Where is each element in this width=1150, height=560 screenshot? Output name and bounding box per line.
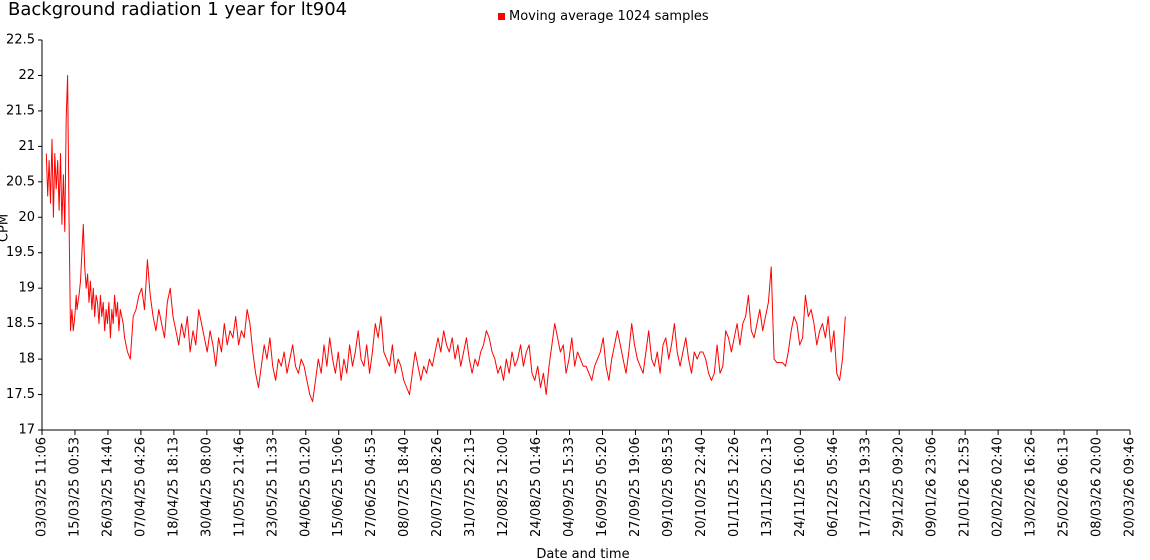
y-axis-ticks: 17 17.5 18 18.5 19 19.5 20 20.5 21 21.5 22 22.5: [6, 33, 42, 438]
x-tick-label: 11/05/25 21:46: [232, 437, 247, 537]
y-tick-label: 20.5: [6, 174, 35, 189]
x-tick-label: 27/09/25 19:06: [628, 437, 643, 537]
x-tick-label: 06/12/25 05:46: [826, 437, 841, 537]
legend-swatch: [498, 13, 505, 20]
x-tick-label: 03/03/25 11:06: [35, 437, 50, 537]
x-tick-label: 15/06/25 15:06: [331, 437, 346, 537]
axes: [41, 40, 1130, 431]
x-tick-label: 24/08/25 01:46: [529, 437, 544, 537]
x-tick-label: 09/10/25 08:53: [661, 437, 676, 537]
x-tick-label: 08/07/25 18:40: [397, 437, 412, 537]
y-tick-label: 18.5: [6, 316, 35, 331]
chart-title: Background radiation 1 year for lt904: [8, 0, 348, 20]
x-tick-label: 17/12/25 19:33: [859, 437, 874, 537]
y-tick-label: 17: [18, 423, 35, 438]
x-axis-title: Date and time: [536, 547, 629, 560]
x-tick-label: 30/04/25 08:00: [199, 437, 214, 537]
x-tick-label: 18/04/25 18:13: [166, 437, 181, 537]
x-tick-label: 21/01/26 12:53: [958, 437, 973, 537]
y-axis-title: CPM: [0, 214, 12, 242]
x-axis-ticks: 03/03/25 11:06 15/03/25 00:53 26/03/25 14:…: [35, 430, 1138, 537]
y-tick-label: 21.5: [6, 103, 35, 118]
x-tick-label: 20/03/26 09:46: [1123, 437, 1138, 537]
legend-label: Moving average 1024 samples: [509, 9, 709, 24]
x-tick-label: 12/08/25 12:00: [496, 437, 511, 537]
y-tick-label: 19: [18, 281, 35, 296]
x-tick-label: 23/05/25 11:33: [265, 437, 280, 537]
x-tick-label: 07/04/25 04:26: [133, 437, 148, 537]
y-tick-label: 22: [18, 68, 35, 83]
x-tick-label: 20/10/25 22:40: [694, 437, 709, 537]
x-tick-label: 20/07/25 08:26: [430, 437, 445, 537]
x-tick-label: 15/03/25 00:53: [67, 437, 82, 537]
y-tick-label: 17.5: [6, 387, 35, 402]
x-tick-label: 25/02/26 06:13: [1057, 437, 1072, 537]
x-tick-label: 08/03/26 20:00: [1090, 437, 1105, 537]
x-tick-label: 27/06/25 04:53: [364, 437, 379, 537]
x-tick-label: 13/02/26 16:26: [1024, 437, 1039, 537]
x-tick-label: 13/11/25 02:13: [760, 437, 775, 537]
series-layer: [45, 75, 846, 403]
y-tick-label: 20: [18, 210, 35, 225]
x-tick-label: 04/09/25 15:33: [562, 437, 577, 537]
x-tick-label: 02/02/26 02:40: [991, 437, 1006, 537]
y-tick-label: 22.5: [6, 33, 35, 48]
y-tick-label: 21: [18, 139, 35, 154]
x-tick-label: 31/07/25 22:13: [463, 437, 478, 537]
x-tick-label: 26/03/25 14:40: [100, 437, 115, 537]
y-tick-label: 19.5: [6, 245, 35, 260]
y-tick-label: 18: [18, 352, 35, 367]
x-tick-label: 24/11/25 16:00: [793, 437, 808, 537]
legend: Moving average 1024 samples: [498, 9, 709, 24]
x-tick-label: 04/06/25 01:20: [298, 437, 313, 537]
x-tick-label: 16/09/25 05:20: [595, 437, 610, 537]
x-tick-label: 09/01/26 23:06: [925, 437, 940, 537]
x-tick-label: 29/12/25 09:20: [892, 437, 907, 537]
x-tick-label: 01/11/25 12:26: [727, 437, 742, 537]
series-line: [45, 75, 846, 403]
